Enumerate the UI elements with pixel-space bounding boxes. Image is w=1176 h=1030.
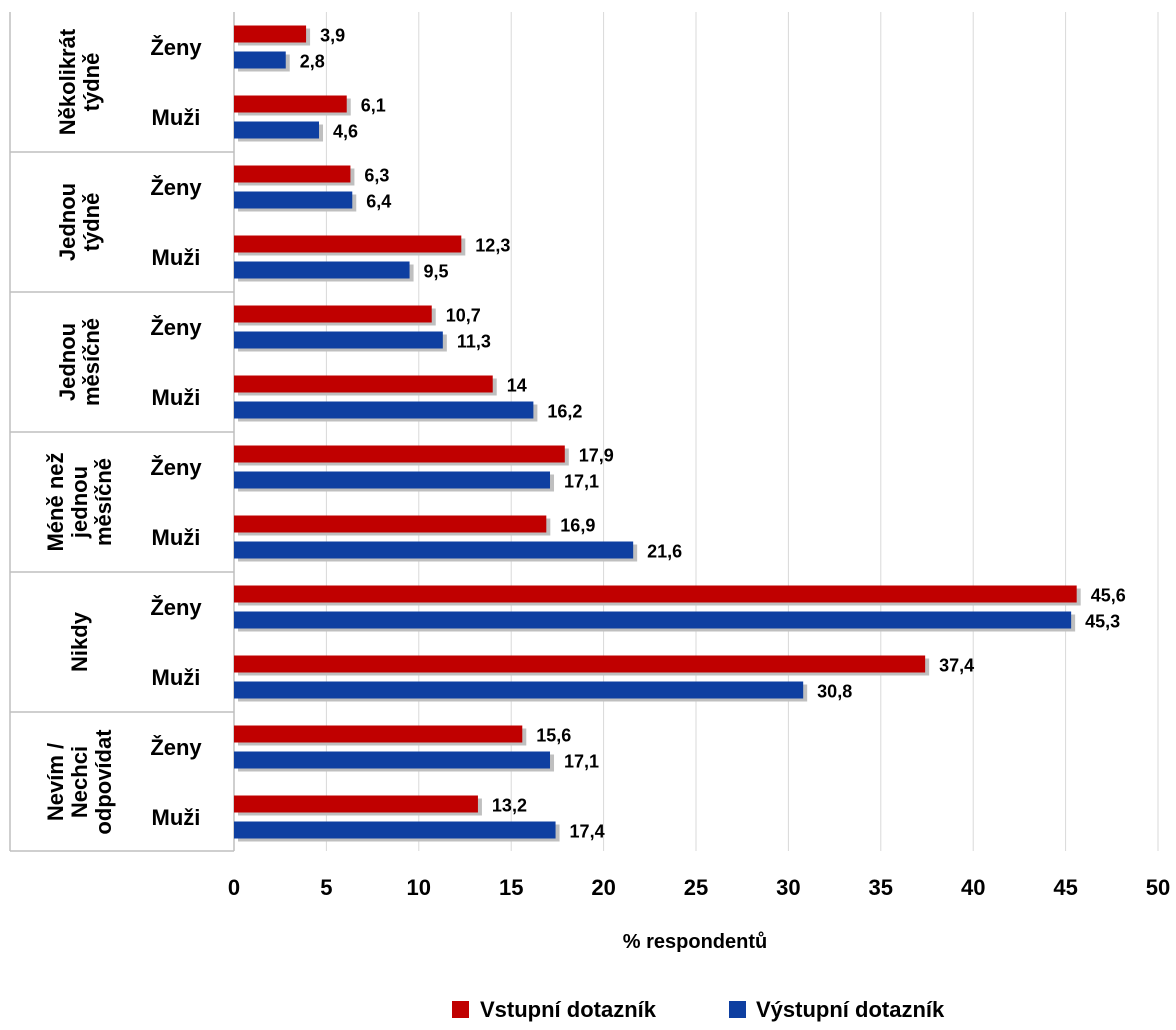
- row-label: Ženy: [150, 735, 202, 760]
- x-tick-label: 30: [776, 875, 800, 900]
- bar-vstupni: [234, 25, 307, 43]
- row-label: Muži: [152, 805, 201, 830]
- data-label: 6,4: [366, 192, 391, 212]
- data-label: 16,2: [547, 402, 582, 422]
- bar-vystupni: [234, 681, 804, 699]
- x-tick-label: 20: [591, 875, 615, 900]
- legend-swatch: [452, 1001, 469, 1018]
- row-label: Ženy: [150, 315, 202, 340]
- row-label: Ženy: [150, 35, 202, 60]
- data-label: 6,3: [364, 166, 389, 186]
- data-label: 16,9: [560, 516, 595, 536]
- bar-vystupni: [234, 541, 634, 559]
- x-tick-label: 0: [228, 875, 240, 900]
- group-label: měsíčně: [91, 458, 116, 546]
- data-label: 9,5: [424, 262, 449, 282]
- data-label: 45,6: [1091, 586, 1126, 606]
- bar-vstupni: [234, 95, 347, 113]
- bar-vystupni: [234, 191, 353, 209]
- bar-vstupni: [234, 445, 565, 463]
- bar-vstupni: [234, 795, 478, 813]
- group-label: jednou: [67, 466, 92, 539]
- group-label: Nikdy: [67, 611, 92, 672]
- bar-vstupni: [234, 305, 432, 323]
- row-label: Ženy: [150, 595, 202, 620]
- bar-vstupni: [234, 375, 493, 393]
- data-label: 15,6: [536, 726, 571, 746]
- data-label: 10,7: [446, 306, 481, 326]
- row-label: Muži: [152, 525, 201, 550]
- group-label: Nechci: [67, 746, 92, 818]
- bar-vystupni: [234, 51, 286, 69]
- x-tick-label: 40: [961, 875, 985, 900]
- group-label: týdně: [79, 53, 104, 112]
- bar-vystupni: [234, 121, 320, 139]
- bar-vystupni: [234, 821, 556, 839]
- x-tick-label: 15: [499, 875, 523, 900]
- x-axis-title: % respondentů: [623, 931, 767, 953]
- data-label: 6,1: [361, 96, 386, 116]
- x-tick-label: 35: [869, 875, 893, 900]
- group-label: Jednou: [55, 323, 80, 401]
- row-label: Ženy: [150, 175, 202, 200]
- row-label: Muži: [152, 105, 201, 130]
- bar-vstupni: [234, 515, 547, 533]
- group-label: týdně: [79, 193, 104, 252]
- bar-vstupni: [234, 725, 523, 743]
- x-tick-label: 50: [1146, 875, 1170, 900]
- data-label: 13,2: [492, 796, 527, 816]
- group-label: Méně než: [43, 452, 68, 551]
- group-label: Několikrát: [55, 28, 80, 135]
- bar-vstupni: [234, 655, 926, 673]
- row-label: Muži: [152, 665, 201, 690]
- legend-label: Vstupní dotazník: [480, 997, 657, 1022]
- row-label: Muži: [152, 385, 201, 410]
- data-label: 17,1: [564, 472, 599, 492]
- data-label: 11,3: [457, 332, 491, 352]
- bar-vstupni: [234, 235, 462, 253]
- bar-vystupni: [234, 751, 551, 769]
- data-label: 14: [507, 376, 527, 396]
- legend-label: Výstupní dotazník: [756, 997, 945, 1022]
- data-label: 17,1: [564, 752, 599, 772]
- x-tick-label: 25: [684, 875, 708, 900]
- data-label: 21,6: [647, 542, 682, 562]
- data-label: 17,9: [579, 446, 614, 466]
- data-label: 45,3: [1085, 612, 1120, 632]
- legend-swatch: [729, 1001, 746, 1018]
- row-label: Ženy: [150, 455, 202, 480]
- group-label: Jednou: [55, 183, 80, 261]
- row-label: Muži: [152, 245, 201, 270]
- bar-vystupni: [234, 261, 410, 279]
- data-label: 12,3: [475, 236, 510, 256]
- bar-vstupni: [234, 585, 1077, 603]
- x-tick-label: 5: [320, 875, 332, 900]
- bar-vystupni: [234, 331, 443, 349]
- bar-vystupni: [234, 611, 1072, 629]
- data-label: 4,6: [333, 122, 358, 142]
- x-tick-label: 45: [1053, 875, 1077, 900]
- data-label: 17,4: [570, 822, 605, 842]
- bar-vstupni: [234, 165, 351, 183]
- group-label: Nevím /: [43, 743, 68, 821]
- data-label: 3,9: [320, 26, 345, 46]
- bar-vystupni: [234, 471, 551, 489]
- bar-vystupni: [234, 401, 534, 419]
- x-tick-label: 10: [407, 875, 431, 900]
- data-label: 30,8: [817, 682, 852, 702]
- data-label: 37,4: [939, 656, 974, 676]
- group-label: měsíčně: [79, 318, 104, 406]
- data-label: 2,8: [300, 52, 325, 72]
- group-label: odpovídat: [91, 729, 116, 835]
